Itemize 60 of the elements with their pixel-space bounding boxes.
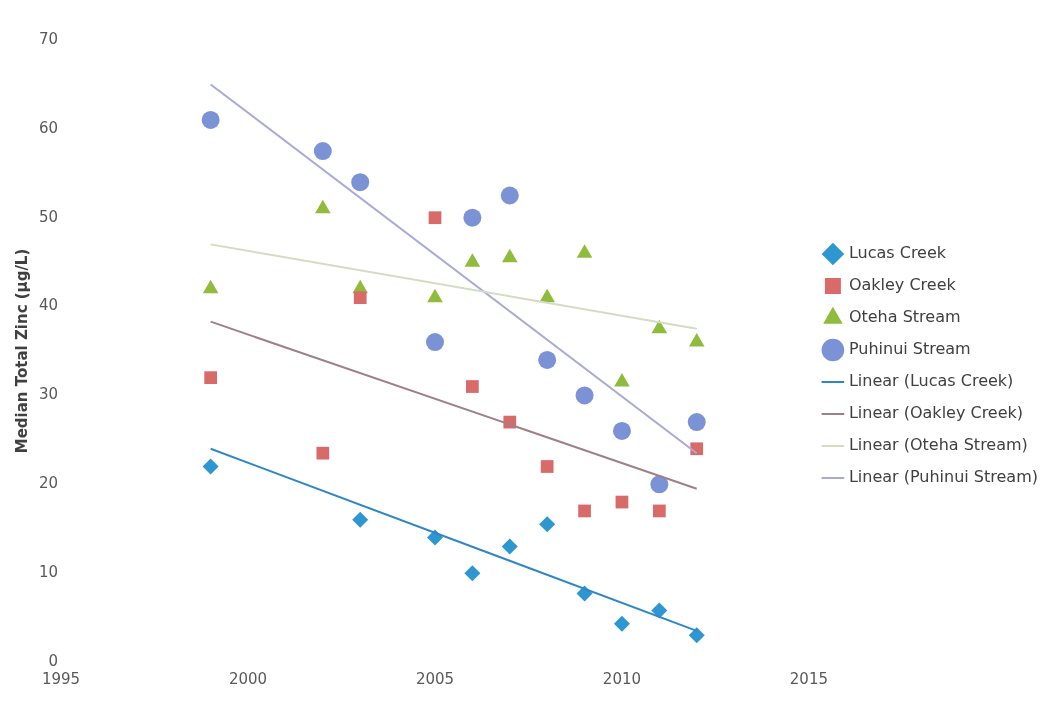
- point: [540, 460, 554, 473]
- point: [652, 504, 666, 518]
- y-tick-label: 70: [38, 29, 59, 48]
- point: [612, 421, 631, 440]
- x-tick-label: 1995: [41, 669, 81, 688]
- point: [353, 291, 367, 305]
- point: [539, 288, 555, 303]
- legend-label: Linear (Oakley Creek): [848, 403, 1024, 423]
- legend-label: Linear (Lucas Creek): [848, 371, 1014, 391]
- y-tick-label: 60: [38, 118, 59, 137]
- point: [613, 615, 630, 632]
- legend-label: Oteha Stream: [848, 307, 961, 327]
- legend-label: Puhinui Stream: [848, 339, 971, 359]
- x-tick-label: 2015: [789, 669, 828, 688]
- point: [313, 142, 332, 161]
- point: [201, 110, 220, 129]
- point: [202, 279, 219, 294]
- legend-label: Lucas Creek: [848, 243, 947, 263]
- y-tick-label: 10: [38, 563, 59, 582]
- y-tick-label: 50: [38, 207, 59, 226]
- legend-label: Linear (Puhinui Stream): [848, 467, 1038, 487]
- point: [688, 627, 705, 644]
- point: [650, 475, 669, 494]
- point: [575, 386, 594, 405]
- y-axis-title: Median Total Zinc (µg/L): [12, 248, 31, 454]
- x-tick-label: 2010: [602, 669, 642, 688]
- point: [428, 211, 442, 225]
- y-tick-label: 20: [38, 474, 59, 493]
- point: [538, 350, 557, 369]
- point: [576, 244, 593, 258]
- point: [464, 565, 481, 582]
- point: [464, 253, 481, 267]
- x-tick-label: 2000: [228, 669, 268, 688]
- point: [316, 446, 330, 460]
- legend-label: Oakley Creek: [848, 275, 957, 295]
- point: [690, 442, 704, 456]
- point: [614, 373, 630, 387]
- point: [352, 511, 369, 528]
- point: [651, 602, 668, 619]
- point: [501, 248, 518, 263]
- point: [315, 199, 331, 214]
- point: [202, 458, 219, 475]
- point: [351, 173, 370, 192]
- point: [539, 516, 556, 533]
- y-tick-label: 30: [38, 385, 59, 404]
- point: [426, 333, 444, 352]
- y-tick-label: 40: [38, 296, 59, 315]
- point: [500, 186, 519, 205]
- point: [463, 208, 482, 227]
- point: [651, 319, 668, 334]
- point: [578, 504, 591, 518]
- point: [427, 288, 443, 303]
- point: [687, 413, 706, 432]
- legend-label: Linear (Oteha Stream): [848, 435, 1028, 455]
- x-tick-label: 2005: [415, 669, 455, 688]
- point: [501, 538, 518, 555]
- point: [688, 333, 705, 347]
- point: [204, 371, 218, 385]
- y-tick-label: 0: [48, 651, 59, 670]
- point: [466, 380, 479, 393]
